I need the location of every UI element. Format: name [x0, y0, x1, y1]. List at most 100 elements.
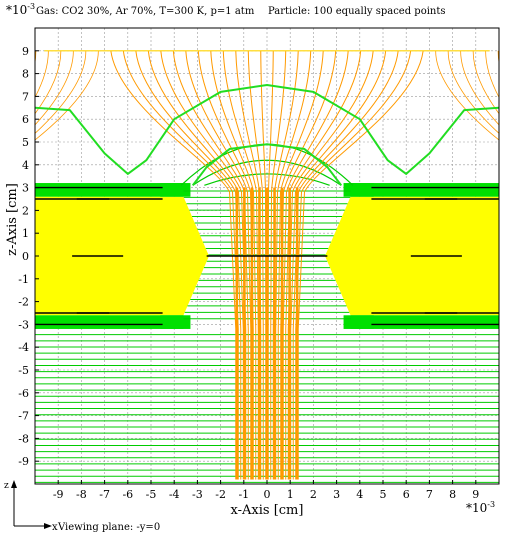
y-tick-label: -6 [18, 387, 29, 400]
x-tick-label: -6 [122, 488, 133, 501]
field-line [277, 50, 324, 480]
field-line [197, 50, 254, 480]
field-line [290, 50, 387, 480]
z-arrow-head [11, 480, 17, 488]
field-line [185, 50, 252, 480]
x-tick-label: 3 [333, 488, 340, 501]
x-tick-label: -7 [99, 488, 110, 501]
y-scale-label: *10-3 [6, 2, 35, 17]
x-tick-label: 5 [380, 488, 387, 501]
z-glyph: z [4, 481, 9, 491]
field-line-side [511, 51, 518, 183]
field-line-side [497, 50, 499, 65]
y-tick-label: 5 [22, 136, 29, 149]
field-line [210, 50, 257, 480]
x-tick-label: -3 [192, 488, 203, 501]
x-tick-label: 6 [403, 488, 410, 501]
y-tick-label: -9 [18, 455, 29, 468]
x-tick-label: -2 [215, 488, 226, 501]
y-scale-exp: -3 [27, 2, 35, 11]
x-tick-label: -8 [76, 488, 87, 501]
x-glyph: x [52, 522, 58, 533]
equipotential-curve [35, 84, 499, 175]
y-tick-label: -2 [18, 296, 29, 309]
x-tick-label: -4 [169, 488, 180, 501]
viewing-plane-label: Viewing plane: -y=0 [57, 522, 160, 533]
x-tick-label: 0 [264, 488, 271, 501]
field-line-side [35, 50, 87, 134]
x-tick-label: 9 [472, 488, 479, 501]
field-line [292, 50, 399, 480]
field-line [110, 50, 237, 480]
x-tick-label: 8 [449, 488, 456, 501]
x-scale-label: *10-3 [466, 500, 495, 515]
electrode-tab [343, 315, 374, 329]
field-line [280, 50, 337, 480]
field-line-side [35, 50, 62, 115]
field-line-side [35, 50, 74, 126]
x-arrow-head [44, 523, 52, 529]
field-line-side [0, 51, 23, 183]
electrode-tab [160, 315, 191, 329]
y-tick-label: -7 [18, 410, 29, 423]
field-line [160, 50, 247, 480]
x-tick-label: -5 [146, 488, 157, 501]
y-tick-label: -8 [18, 432, 29, 445]
x-tick-label: 7 [426, 488, 433, 501]
y-tick-label: -5 [18, 364, 29, 377]
x-tick-label: -1 [238, 488, 249, 501]
field-line-side [472, 50, 499, 115]
y-tick-label: -1 [18, 273, 29, 286]
chart-title: Gas: CO2 30%, Ar 70%, T=300 K, p=1 atm [36, 6, 255, 17]
y-tick-label: 9 [22, 45, 29, 58]
electrode-tab [160, 183, 191, 197]
x-tick-label: 2 [310, 488, 317, 501]
field-line-side [447, 50, 499, 134]
field-line [275, 50, 312, 480]
electrode-tab [343, 183, 374, 197]
field-line [147, 50, 244, 480]
y-axis-label: z-Axis [cm] [5, 183, 20, 256]
field-line-side [485, 50, 499, 98]
field-line-side [35, 50, 49, 98]
x-tick-label: 1 [287, 488, 294, 501]
field-line [282, 50, 349, 480]
dome-equipotential [192, 159, 342, 186]
equipotential-series [35, 84, 499, 186]
field-line-side [35, 50, 37, 65]
field-line-side [35, 50, 99, 141]
x-ticks: -9 -8 -7 -6 -5 -4 -3 -2 -1 0 1 2 3 4 5 6 7 8 9 [53, 480, 479, 501]
y-tick-label: 7 [22, 90, 29, 103]
top-electrode [350, 183, 499, 197]
dome-equipotential [204, 173, 330, 186]
x-scale-exp: -3 [487, 500, 495, 509]
y-tick-label: 4 [22, 159, 29, 172]
field-line [295, 50, 412, 480]
field-line [287, 50, 374, 480]
bottom-electrode [35, 315, 184, 329]
electrode-edges [35, 186, 499, 326]
x-tick-label: 4 [356, 488, 363, 501]
y-tick-label: 1 [22, 227, 29, 240]
x-scale-base: *10 [466, 501, 487, 515]
field-line-side [460, 50, 499, 126]
field-line [222, 50, 259, 480]
y-tick-label: 6 [22, 113, 29, 126]
y-tick-label: -3 [18, 318, 29, 331]
y-ticks: -9 -8 -7 -6 -5 -4 -3 -2 -1 0 1 2 3 4 5 6 7 8 9 [18, 45, 39, 468]
y-tick-label: 0 [22, 250, 29, 263]
y-tick-label: 3 [22, 182, 29, 195]
field-lines [0, 50, 518, 480]
y-scale-base: *10 [6, 3, 27, 17]
plot-content [0, 50, 518, 483]
field-line-side [435, 50, 499, 141]
x-axis-label: x-Axis [cm] [231, 503, 304, 518]
y-tick-label: -4 [18, 341, 29, 354]
y-tick-label: 8 [22, 68, 29, 81]
y-tick-label: 2 [22, 204, 29, 217]
top-electrode [35, 183, 184, 197]
equipotential-curve [191, 143, 343, 186]
bottom-electrode [350, 315, 499, 329]
field-line [135, 50, 242, 480]
